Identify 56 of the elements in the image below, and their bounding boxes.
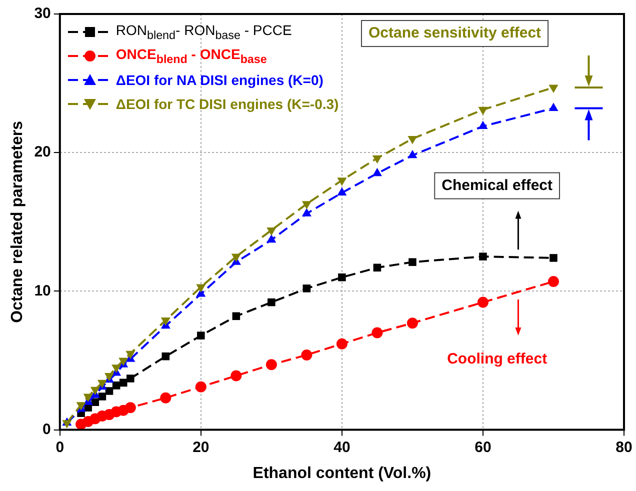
x-tick-label: 80: [616, 438, 632, 456]
legend-label: ONCE$_{blend}$ - ONCE$_{base}$: [116, 46, 267, 66]
point: [119, 378, 128, 387]
point: [373, 264, 382, 272]
point: [408, 258, 416, 266]
x-tick-label: 40: [334, 438, 350, 456]
point: [302, 284, 311, 292]
point: [372, 155, 382, 164]
point: [195, 381, 206, 392]
annotation: Chemical effect: [442, 176, 553, 194]
point: [406, 318, 418, 329]
point: [408, 136, 418, 144]
point: [301, 349, 312, 360]
point: [162, 352, 170, 360]
y-tick-label: 20: [34, 144, 51, 161]
point: [268, 298, 276, 306]
x-axis-title: Ethanol content (Vol.%): [252, 464, 432, 482]
point: [266, 227, 276, 236]
point: [160, 392, 172, 404]
point: [336, 338, 348, 350]
point: [124, 402, 136, 414]
point: [197, 332, 205, 340]
y-tick-label: 30: [34, 5, 51, 22]
point: [478, 106, 488, 116]
point: [266, 359, 277, 370]
y-tick-label: 0: [42, 420, 51, 438]
x-tick-label: 20: [192, 438, 210, 456]
point: [196, 284, 206, 293]
point: [98, 392, 106, 400]
legend-label: ΔEOI for NA DISI engines (K=0): [116, 72, 324, 88]
point: [479, 252, 487, 260]
annotation: Cooling effect: [447, 350, 548, 368]
point: [231, 254, 241, 262]
legend-label: RON$_{blend}$- RON$_{base}$ - PCCE: [116, 22, 292, 42]
point: [230, 370, 242, 382]
point: [550, 254, 558, 262]
point: [126, 374, 134, 382]
point: [548, 276, 559, 287]
point: [337, 178, 347, 186]
point: [105, 387, 114, 395]
point: [126, 350, 136, 360]
point: [302, 201, 312, 210]
x-tick-label: 0: [56, 438, 64, 456]
point: [232, 312, 240, 320]
annotation: Octane sensitivity effect: [368, 24, 542, 42]
point: [372, 327, 383, 338]
point: [338, 273, 346, 282]
y-tick-label: 10: [34, 282, 51, 300]
point: [112, 364, 122, 373]
point: [477, 296, 488, 308]
legend-label: ΔEOI for TC DISI engines (K=-0.3): [116, 96, 339, 112]
x-tick-label: 60: [474, 438, 492, 456]
y-axis-title: Octane related parameters: [9, 120, 26, 323]
point: [548, 84, 558, 93]
point: [160, 318, 170, 326]
point: [112, 382, 120, 390]
